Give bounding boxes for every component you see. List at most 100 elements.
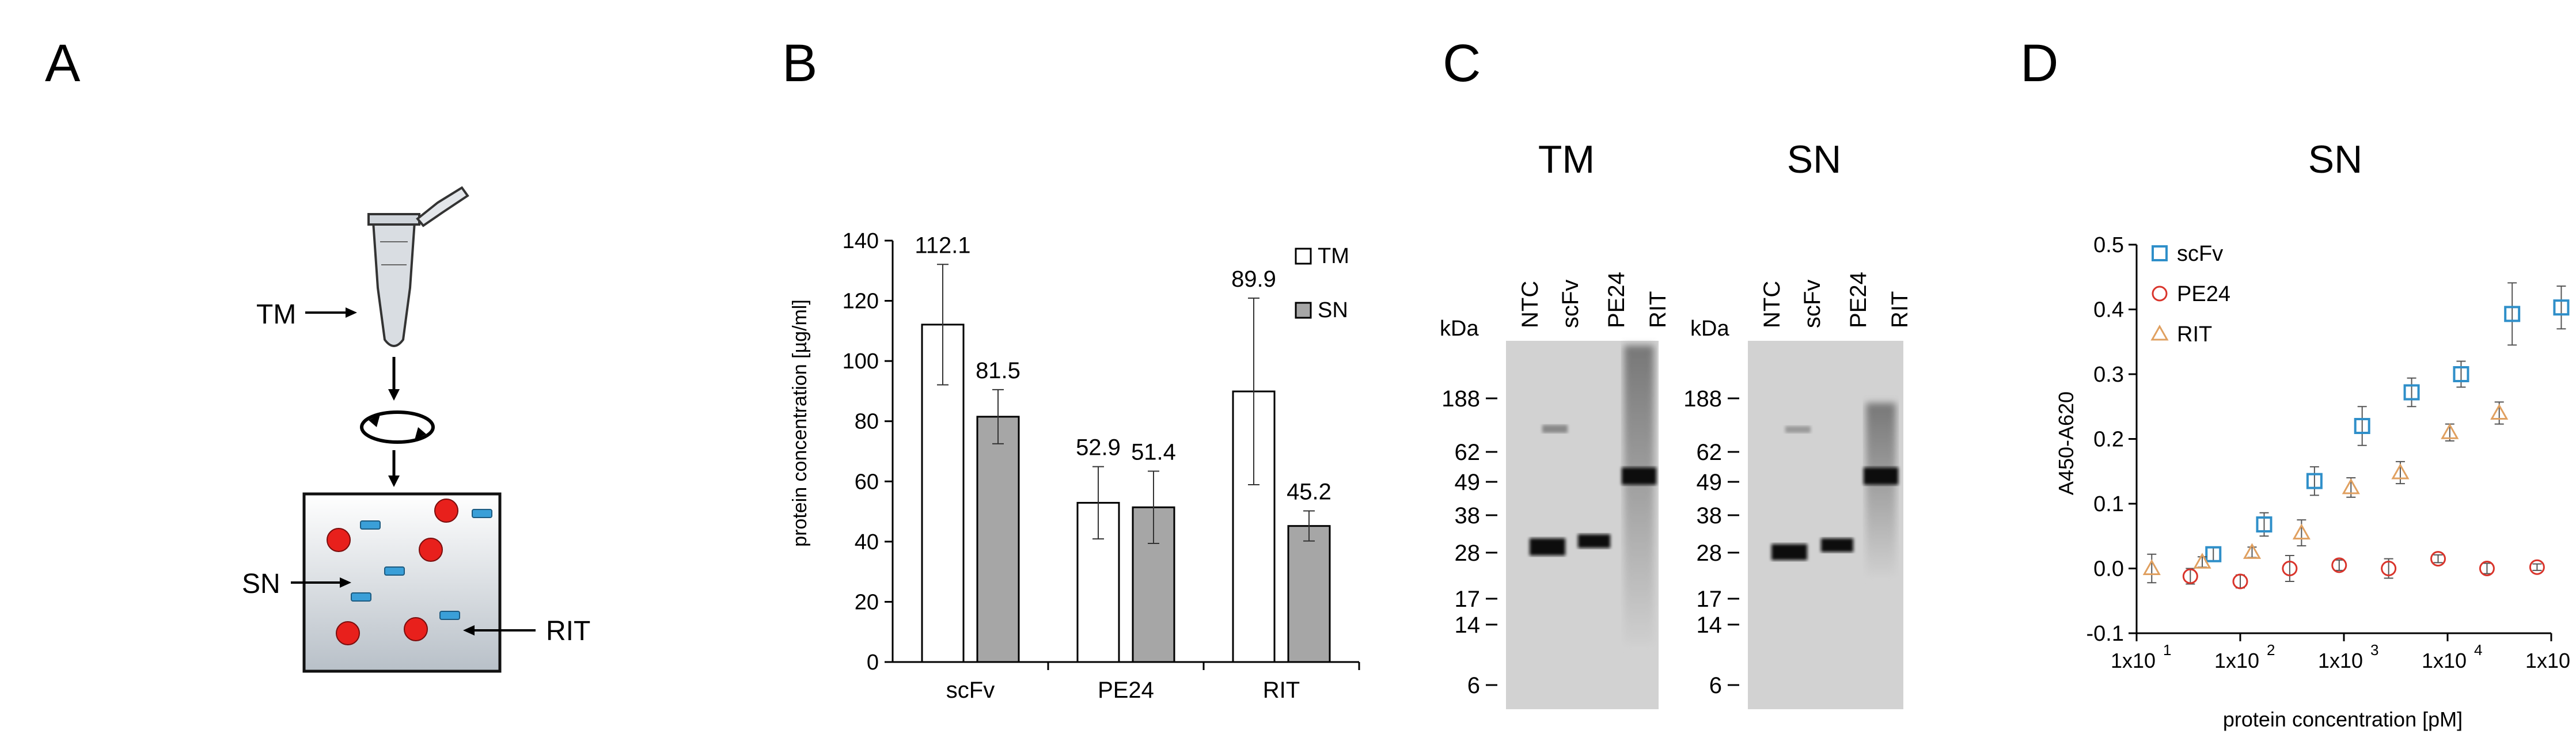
- panel-d: D SN -0.1 0.0 0.1 0.2 0.3 0.4 0.5 1x10 1 1x10 2 1x1…: [1987, 0, 2576, 735]
- data-label: 51.4: [1131, 440, 1176, 465]
- data-point-pe24: [2282, 561, 2298, 576]
- gel-title-tm: TM: [1538, 138, 1595, 181]
- data-label: 112.1: [915, 233, 970, 258]
- data-point-rit: [2342, 478, 2360, 494]
- panel-label-a: A: [45, 34, 81, 93]
- legend-marker-pe24: [2152, 286, 2168, 302]
- schematic-diagram: TM SN RIT: [242, 186, 590, 673]
- y-tick-label: 0.3: [2093, 363, 2124, 387]
- y-tick-label: 120: [843, 290, 879, 314]
- x-tick-exponent: 3: [2370, 641, 2378, 659]
- lane-pe24: PE24: [1604, 272, 1629, 328]
- legend-marker-scfv: [2152, 245, 2168, 261]
- gel-title-sn: SN: [1787, 138, 1841, 181]
- y-tick-label: 140: [843, 229, 879, 253]
- sn-label: SN: [242, 569, 280, 599]
- centrifuge-rotation-icon: [360, 410, 435, 444]
- lane-rit: RIT: [1645, 291, 1671, 328]
- x-tick-label: scFv: [946, 678, 995, 703]
- bar-sn: [976, 416, 1020, 663]
- kda-label-tm: kDa: [1440, 317, 1479, 341]
- marker-label: 14: [1455, 613, 1481, 638]
- lane-rit-sn: RIT: [1887, 291, 1913, 328]
- rit-label: RIT: [546, 616, 590, 646]
- panel-a: A: [0, 0, 633, 735]
- y-tick-label: 0: [867, 650, 879, 675]
- marker-label: 28: [1697, 541, 1723, 566]
- bar-chart: 0 20 40 60 80 100 120 140 scFv PE24 RIT 112.1 81.5 5…: [789, 229, 1360, 703]
- data-point-rit: [2193, 553, 2211, 569]
- scatter-chart: SN -0.1 0.0 0.1 0.2 0.3 0.4 0.5 1x10 1 1x10 2 1x10 3…: [2054, 138, 2571, 731]
- y-tick-label: 60: [855, 470, 879, 494]
- chart-points: [2142, 282, 2570, 589]
- marker-label: 14: [1697, 613, 1723, 638]
- bar-sn: [1287, 525, 1331, 663]
- data-point-pe24: [2529, 559, 2545, 575]
- legend-label-pe24: PE24: [2177, 282, 2230, 306]
- y-tick-label: 80: [855, 410, 879, 434]
- y-tick-label: 0.1: [2093, 492, 2124, 516]
- legend-swatch-sn: [1295, 302, 1312, 319]
- data-point-scfv: [2453, 366, 2469, 382]
- panel-b: B 0 20 40 60 80 100 120 140 scFv PE24 RIT 112.1 81.…: [633, 0, 1411, 735]
- data-point-scfv: [2256, 516, 2273, 532]
- marker-label: 62: [1697, 440, 1723, 465]
- marker-label: 62: [1455, 440, 1481, 465]
- data-point-rit: [2391, 463, 2410, 480]
- x-tick-label: 1x10: [2422, 649, 2467, 672]
- x-tick-label: 1x10: [2111, 649, 2156, 672]
- marker-label: 188: [1441, 386, 1480, 412]
- data-point-rit: [2292, 523, 2311, 540]
- lane-pe24-sn: PE24: [1846, 272, 1871, 328]
- tm-label: TM: [256, 299, 296, 330]
- lane-ntc-sn: NTC: [1759, 281, 1785, 328]
- marker-label: 188: [1683, 386, 1722, 412]
- protein-red-icon: [327, 499, 458, 645]
- kda-label-sn: kDa: [1690, 317, 1729, 341]
- chart-legend: scFv PE24 RIT: [2150, 242, 2230, 347]
- legend-swatch-tm: [1295, 248, 1312, 265]
- data-point-rit: [2142, 559, 2161, 575]
- marker-label: 49: [1455, 470, 1481, 495]
- data-point-pe24: [2182, 568, 2198, 584]
- data-point-rit: [2441, 423, 2459, 439]
- marker-label: 28: [1455, 541, 1481, 566]
- data-point-rit: [2490, 404, 2509, 420]
- data-label: 45.2: [1287, 480, 1331, 505]
- data-point-scfv: [2354, 418, 2370, 434]
- y-axis-label: A450-A620: [2054, 391, 2078, 495]
- legend-label-scfv: scFv: [2177, 242, 2223, 266]
- panel-label-b: B: [782, 34, 818, 93]
- y-tick-label: 20: [855, 590, 879, 614]
- data-point-scfv: [2553, 299, 2570, 316]
- gel-tm: kDa NTC scFv PE24 RIT: [1440, 272, 1671, 709]
- marker-label: 49: [1697, 470, 1723, 495]
- x-tick-label: RIT: [1263, 678, 1300, 703]
- lane-scfv-sn: scFv: [1800, 280, 1825, 328]
- data-point-scfv: [2306, 473, 2323, 489]
- data-point-scfv: [2205, 546, 2222, 562]
- data-point-scfv: [2403, 384, 2420, 401]
- y-tick-label: -0.1: [2086, 622, 2124, 646]
- chart-bars: 112.1 81.5 52.9 51.4 89.9 45.2: [915, 233, 1331, 663]
- y-tick-label: 100: [843, 349, 879, 374]
- chart-axes: -0.1 0.0 0.1 0.2 0.3 0.4 0.5 1x10 1 1x10 2 1x10 3 1x1…: [2086, 233, 2571, 672]
- y-tick-label: 0.5: [2093, 233, 2124, 257]
- chart-legend: TM SN: [1295, 244, 1349, 322]
- gel-images: TM SN kDa NTC scFv PE24 RIT 188 62 49 38 28 1…: [1440, 138, 1913, 709]
- y-tick-label: 0.0: [2093, 557, 2124, 581]
- x-tick-label: 1x10: [2525, 649, 2570, 672]
- y-tick-label: 40: [855, 530, 879, 554]
- data-point-pe24: [2232, 573, 2248, 589]
- data-point-pe24: [2479, 561, 2495, 576]
- chart-title: SN: [2308, 138, 2362, 181]
- marker-label: 38: [1455, 503, 1481, 528]
- gel-sn: kDa NTC scFv PE24 RIT: [1690, 272, 1913, 709]
- panel-label-d: D: [2020, 34, 2059, 93]
- data-point-scfv: [2504, 306, 2521, 322]
- x-axis-label: protein concentration [pM]: [2223, 707, 2463, 731]
- x-tick-exponent: 1: [2163, 641, 2171, 659]
- legend-marker-rit: [2150, 324, 2169, 341]
